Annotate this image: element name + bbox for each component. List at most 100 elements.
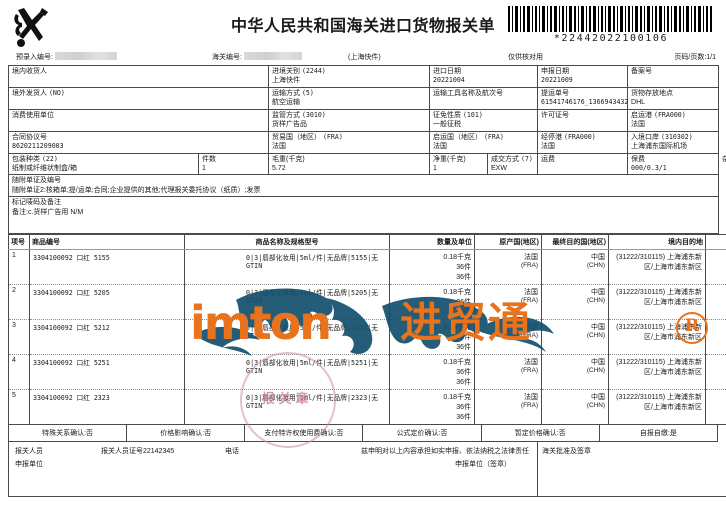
field-departure-country[interactable]: 启运国（地区） (FRA) 法国 <box>428 130 539 154</box>
field-value: 000/0.3/1 <box>631 163 667 172</box>
inland-line-1: (31222/310115) 上海浦东新 <box>616 254 702 262</box>
field-label: 贸易国（地区） (FRA) <box>272 132 343 141</box>
field-value: 20221004 <box>433 76 465 85</box>
origin-code: (FRA) <box>520 402 538 410</box>
confirmation-item-0[interactable]: 特殊关系确认:否 <box>7 425 128 443</box>
field-net-weight[interactable]: 净重(千克) 1 <box>429 152 488 176</box>
field-license-no[interactable]: 许可证号 <box>537 108 629 132</box>
field-overseas-consignor[interactable]: 境外发货人 (NO) <box>8 86 269 110</box>
field-label: 运输工具名称及航次号 <box>433 89 503 97</box>
tax-code: (1) <box>709 297 726 304</box>
col-header-qty: 数量及单位 <box>389 234 475 251</box>
inland-line-2: 区/上海市浦东新区 <box>644 404 702 412</box>
field-package-type[interactable]: 包装种类 (22) 纸制或纤维状制盒/箱 <box>8 152 199 176</box>
destination-name: 中国 <box>591 254 605 262</box>
field-transport-name[interactable]: 运输工具名称及航次号 <box>428 86 539 110</box>
item-no-text: 5 <box>12 392 16 400</box>
cell-item-no: 5 <box>8 389 30 426</box>
field-domestic-consignee[interactable]: 境内收货人 <box>8 65 269 88</box>
destination-code: (CHN) <box>586 367 605 375</box>
destination-name: 中国 <box>591 394 605 402</box>
origin-code: (FRA) <box>520 297 538 305</box>
table-row[interactable]: 3 3304100092 口红 5212 0|3|唇部化妆用|5ml/件|无品牌|5… <box>8 319 726 356</box>
table-row[interactable]: 4 3304100092 口红 5251 0|3|唇部化妆用|5ml/件|无品牌|5… <box>8 354 726 391</box>
cell-hs-code: 3304100092 口红 5155 <box>29 249 185 286</box>
origin-code: (FRA) <box>520 262 538 270</box>
header-row-6: 随附单证及编号 随附单证2:核箱单;提/运单;合同;企业提供的其他;代理报关委托… <box>7 174 720 198</box>
cell-tax-exemption: 照章征税(1) <box>705 354 726 391</box>
field-value: 备注:c.货样广告用 N/M <box>12 208 84 216</box>
field-stopover-port[interactable]: 经停港 (FRA000) 法国 <box>537 130 629 154</box>
barcode-number: *22442022100106 <box>553 33 669 44</box>
field-gross-weight[interactable]: 毛重(千克) 5.72 <box>268 152 430 176</box>
table-row[interactable]: 1 3304100092 口红 5155 0|3|唇部化妆用|5ml/件|无品牌|5… <box>8 249 726 286</box>
field-label: 许可证号 <box>541 111 570 119</box>
field-entry-customs[interactable]: 进境关别 (2244) 上海快件 <box>268 65 430 88</box>
cell-tax-exemption: 照章征税(1) <box>705 284 726 321</box>
field-declare-date[interactable]: 申报日期 20221009 <box>537 65 629 88</box>
cell-item-no: 1 <box>8 249 30 286</box>
field-goods-storage[interactable]: 货物存放地点 DHL <box>627 86 720 110</box>
tax-name: 照章征税 <box>709 287 726 297</box>
header-row-1: 境内收货人 进境关别 (2244) 上海快件 进口日期 20221004 申报日… <box>8 65 720 88</box>
field-bill-of-lading[interactable]: 提运单号 61541746176_1366943432 <box>537 86 628 110</box>
confirmation-item-3[interactable]: 公式定价确认:否 <box>362 425 482 443</box>
quantity-line: 0.18千克 <box>443 289 471 297</box>
quantity-line: 0.18千克 <box>443 394 471 402</box>
cell-destination-country: 中国 (CHN) <box>541 284 609 321</box>
field-departure-port[interactable]: 启运港 (FRA000) 法国 <box>627 108 720 132</box>
field-label: 进口日期 <box>433 68 461 75</box>
hs-code-text: 3304100092 口红 5251 <box>33 359 110 368</box>
field-value: 法国 <box>272 143 286 151</box>
table-row[interactable]: 5 3304100092 口红 2323 0|3|唇部化妆用|5ml/件|无品牌|2… <box>8 389 726 426</box>
field-value: 5.72 <box>272 164 286 172</box>
field-exemption-nature[interactable]: 征免性质 (101) 一般征税 <box>428 108 539 132</box>
header-row-2: 境外发货人 (NO) 运输方式 (5) 航空运输 运输工具名称及航次号 提运单号… <box>8 86 720 110</box>
confirmation-item-5[interactable]: 自报自缴:是 <box>598 425 719 443</box>
cell-origin-country: 法国 (FRA) <box>474 354 542 391</box>
field-label: 境外发货人 (NO) <box>12 88 65 97</box>
tax-name: 照章征税 <box>709 322 726 332</box>
field-consumer-unit[interactable]: 消费使用单位 <box>8 108 269 132</box>
field-marks-remarks[interactable]: 标记唛码及备注 备注:c.货样广告用 N/M <box>7 196 720 235</box>
field-contract-no[interactable]: 合同协议号 8620211209003 <box>8 130 269 154</box>
field-transport-mode[interactable]: 运输方式 (5) 航空运输 <box>268 86 430 110</box>
express-note: (上海快件) <box>348 54 381 61</box>
tax-name: 照章征税 <box>709 252 726 262</box>
confirmation-item-1[interactable]: 价格影响确认:否 <box>126 425 246 443</box>
inland-line-2: 区/上海市浦东新区 <box>644 334 702 342</box>
field-entry-port[interactable]: 入境口岸 (310302) 上海浦东国际机场 <box>627 130 720 154</box>
origin-name: 法国 <box>524 289 538 297</box>
field-label: 成交方式 (7) <box>491 154 533 163</box>
cell-inland-destination: (31222/310115) 上海浦东新 区/上海市浦东新区 <box>608 249 706 286</box>
registered-trademark-icon: R <box>676 312 708 344</box>
cell-goods-name: 0|3|唇部化妆用|5ml/件|无品牌|5155|无GTIN <box>184 249 390 286</box>
barcode-block: *22442022100106 <box>506 6 716 44</box>
field-pieces[interactable]: 件数 1 <box>198 152 269 176</box>
field-record-no[interactable]: 备案号 <box>627 65 720 88</box>
field-label: 净重(千克) <box>433 155 466 163</box>
quantity-line: 36件 <box>456 264 471 272</box>
origin-name: 法国 <box>524 394 538 402</box>
cell-origin-country: 法国 (FRA) <box>474 249 542 286</box>
item-no-text: 1 <box>12 252 16 260</box>
field-label: 合同协议号 <box>12 133 47 141</box>
field-value: 1 <box>202 164 206 172</box>
field-transaction-mode[interactable]: 成交方式 (7) EXW <box>486 152 539 176</box>
field-attached-docs[interactable]: 随附单证及编号 随附单证2:核箱单;提/运单;合同;企业提供的其他;代理报关委托… <box>7 174 720 198</box>
cell-item-no: 4 <box>8 354 30 391</box>
confirmation-item-4[interactable]: 暂定价格确认:否 <box>480 425 600 443</box>
cell-origin-country: 法国 (FRA) <box>474 389 542 426</box>
hs-code-text: 3304100092 口红 5212 <box>33 324 110 333</box>
table-row[interactable]: 2 3304100092 口红 5205 0|3|唇部化妆用|5ml/件|无品牌|5… <box>8 284 726 321</box>
header-field-table: 境内收货人 进境关别 (2244) 上海快件 进口日期 20221004 申报日… <box>7 65 726 235</box>
field-supervision-mode[interactable]: 监管方式 (3010) 货样广告品 <box>268 108 430 132</box>
field-freight[interactable]: 运费 <box>537 152 629 176</box>
item-no-text: 2 <box>12 287 16 295</box>
field-import-date[interactable]: 进口日期 20221004 <box>428 65 539 88</box>
field-trade-country[interactable]: 贸易国（地区） (FRA) 法国 <box>268 130 430 154</box>
quantity-line: 36件 <box>456 404 471 412</box>
destination-name: 中国 <box>591 359 605 367</box>
field-insurance[interactable]: 保费 000/0.3/1 <box>627 152 720 176</box>
cell-hs-code: 3304100092 口红 5205 <box>29 284 185 321</box>
